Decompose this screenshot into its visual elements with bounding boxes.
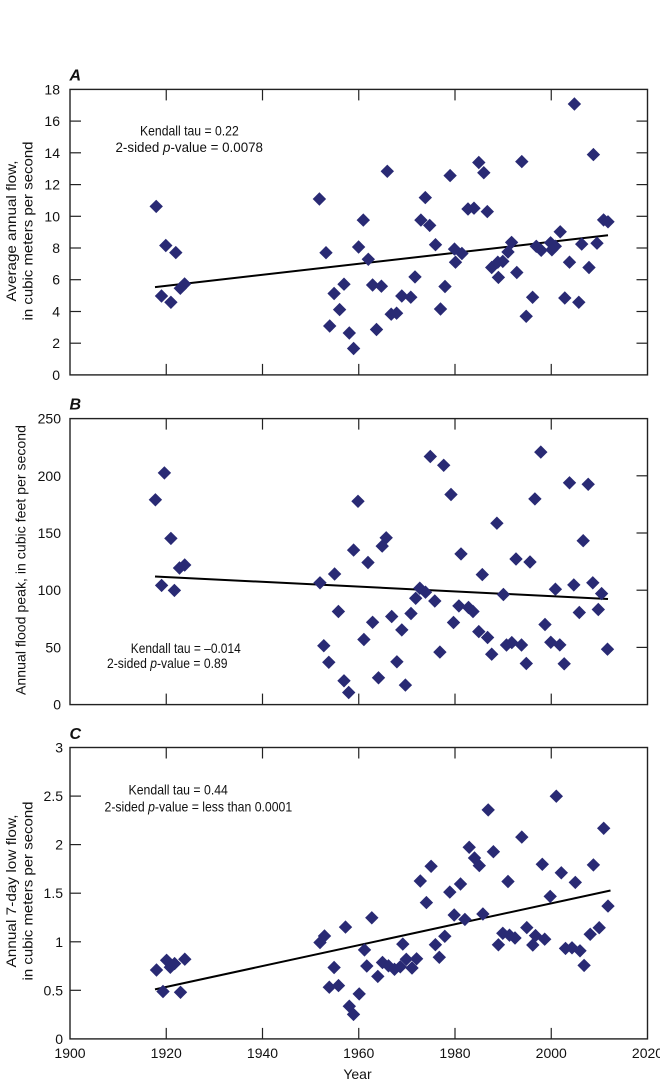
svg-text:8: 8 — [52, 240, 60, 256]
svg-text:2020: 2020 — [632, 1045, 660, 1061]
svg-text:A: A — [69, 67, 82, 84]
svg-text:in cubic meters per second: in cubic meters per second — [19, 802, 35, 981]
svg-text:Year: Year — [343, 1066, 372, 1082]
svg-text:2-sided p-value = 0.0078: 2-sided p-value = 0.0078 — [116, 139, 264, 155]
svg-text:1980: 1980 — [439, 1045, 470, 1061]
svg-text:1960: 1960 — [343, 1045, 374, 1061]
svg-text:100: 100 — [38, 582, 62, 598]
svg-text:250: 250 — [38, 411, 62, 427]
svg-text:2.5: 2.5 — [44, 788, 64, 804]
svg-text:1900: 1900 — [54, 1045, 85, 1061]
svg-text:C: C — [70, 726, 82, 743]
svg-text:Kendall tau = –0.014: Kendall tau = –0.014 — [131, 640, 241, 656]
svg-text:0: 0 — [53, 697, 61, 713]
svg-text:Annual flood peak, in cubic fe: Annual flood peak, in cubic feet per sec… — [13, 425, 29, 695]
svg-text:1.5: 1.5 — [44, 885, 64, 901]
svg-text:2: 2 — [55, 837, 63, 853]
svg-text:50: 50 — [45, 639, 61, 655]
svg-text:4: 4 — [52, 304, 60, 320]
svg-text:3: 3 — [55, 740, 63, 756]
svg-text:2-sided p-value = 0.89: 2-sided p-value = 0.89 — [107, 655, 228, 671]
svg-text:12: 12 — [44, 177, 60, 193]
svg-text:0: 0 — [55, 1031, 63, 1047]
svg-text:in cubic meters per second: in cubic meters per second — [19, 142, 35, 321]
svg-text:Kendall tau = 0.22: Kendall tau = 0.22 — [140, 123, 239, 139]
svg-text:18: 18 — [44, 81, 60, 97]
svg-text:0: 0 — [52, 367, 60, 383]
svg-text:2000: 2000 — [536, 1045, 567, 1061]
svg-text:6: 6 — [52, 272, 60, 288]
svg-text:B: B — [70, 397, 82, 414]
svg-text:Kendall tau = 0.44: Kendall tau = 0.44 — [129, 782, 229, 798]
svg-text:1920: 1920 — [151, 1045, 182, 1061]
svg-text:2-sided p-value = less than 0.: 2-sided p-value = less than 0.0001 — [105, 799, 293, 815]
svg-text:0.5: 0.5 — [44, 982, 64, 998]
svg-text:10: 10 — [44, 208, 60, 224]
svg-text:2: 2 — [52, 335, 60, 351]
svg-text:16: 16 — [44, 113, 60, 129]
svg-text:1: 1 — [55, 934, 63, 950]
svg-text:1940: 1940 — [247, 1045, 278, 1061]
svg-text:200: 200 — [38, 468, 62, 484]
svg-text:14: 14 — [44, 145, 60, 161]
svg-text:150: 150 — [38, 525, 62, 541]
svg-text:Annual 7-day low flow,: Annual 7-day low flow, — [3, 815, 19, 968]
svg-text:Average annual flow,: Average annual flow, — [3, 161, 19, 302]
